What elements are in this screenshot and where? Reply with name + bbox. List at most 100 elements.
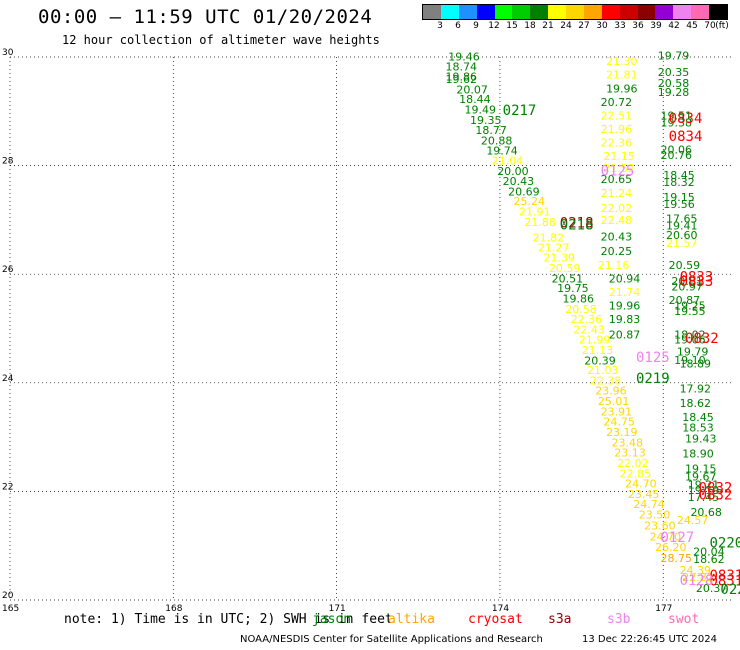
- wave-height-value: 17.92: [680, 383, 712, 396]
- wave-height-value: 21.30: [606, 55, 638, 68]
- legend-swatch: [691, 5, 709, 19]
- track-time-label: 0831: [710, 573, 740, 589]
- wave-height-value: 22.02: [601, 202, 633, 215]
- wave-height-value: 19.35: [470, 114, 502, 127]
- legend-tick-label: 33: [614, 21, 626, 31]
- legend-swatch: [494, 5, 513, 19]
- wave-height-value: 20.06: [661, 144, 693, 157]
- wave-height-value: 21.52: [603, 162, 635, 175]
- wave-height-value: 20.76: [661, 149, 693, 162]
- wave-height-value: 19.86: [445, 70, 477, 83]
- wave-height-value: 19.19: [688, 484, 720, 497]
- wave-height-value: 20.97: [671, 280, 703, 293]
- wave-height-value: 19.21: [688, 479, 720, 492]
- wave-height-value: 20.59: [549, 262, 581, 275]
- legend-swatch: [637, 5, 656, 19]
- wave-height-value: 20.25: [601, 245, 633, 258]
- wave-height-value: 18.62: [680, 397, 712, 410]
- wave-height-value: 19.96: [609, 299, 641, 312]
- wave-height-value: 19.15: [663, 191, 695, 204]
- legend-tick-label: 39: [650, 21, 662, 31]
- track-time-label: 0127: [661, 530, 695, 546]
- wave-height-value: 20.68: [690, 506, 722, 519]
- wave-height-value: 23.48: [612, 436, 644, 449]
- wave-height-value: 22.36: [571, 313, 603, 326]
- wave-height-value: 19.74: [486, 145, 518, 158]
- wave-height-value: 19.56: [663, 198, 695, 211]
- legend-swatch: [566, 5, 584, 19]
- wave-height-value: 23.91: [601, 405, 633, 418]
- lat-tick-label: 22: [2, 482, 13, 492]
- wave-height-value: 21.74: [609, 286, 641, 299]
- wave-height-value: 24.70: [650, 530, 682, 543]
- wave-height-value: 21.16: [598, 259, 630, 272]
- wave-height-value: 19.49: [465, 103, 497, 116]
- wave-height-value: 24.57: [677, 514, 709, 527]
- legend-tick-label: 27: [578, 21, 590, 31]
- legend-tick-label: 12: [488, 21, 500, 31]
- wave-height-value: 22.43: [573, 323, 605, 336]
- track-time-label: 0832: [699, 488, 733, 504]
- wave-height-value: 18.02: [674, 328, 706, 341]
- wave-height-value: 24.39: [680, 564, 712, 577]
- wave-height-value: 21.24: [601, 187, 633, 200]
- wave-height-value: 19.25: [674, 299, 706, 312]
- wave-height-value: 18.74: [445, 61, 477, 74]
- wave-height-value: 21.96: [601, 123, 633, 136]
- wave-height-value: 20.65: [601, 173, 633, 186]
- track-time-label: 0219: [636, 371, 670, 387]
- legend-swatch: [423, 5, 441, 19]
- wave-height-value: 18.77: [475, 124, 507, 137]
- wave-height-value: 23.45: [628, 488, 660, 501]
- wave-height-value: 18.53: [682, 422, 714, 435]
- wave-height-value: 20.81: [671, 275, 703, 288]
- wave-height-value: 19.86: [563, 292, 595, 305]
- wave-height-value: 23.50: [639, 509, 671, 522]
- legend-swatch: [548, 5, 566, 19]
- wave-height-value: 20.59: [669, 259, 701, 272]
- legend-tick-label: 15: [506, 21, 518, 31]
- wave-height-value: 19.38: [661, 117, 693, 130]
- credit-text: NOAA/NESDIS Center for Satellite Applica…: [240, 634, 543, 645]
- wave-height-value: 22.02: [617, 457, 649, 470]
- lon-tick-label: 171: [329, 604, 346, 614]
- legend-swatches: [422, 4, 728, 20]
- wave-height-value: 19.62: [445, 73, 477, 86]
- wave-height-value: 19.83: [609, 313, 641, 326]
- lon-tick-label: 165: [2, 604, 19, 614]
- legend-tick-label: 18: [524, 21, 536, 31]
- legend-swatch: [476, 5, 495, 19]
- legend-tick-label: 36: [632, 21, 644, 31]
- footnote: note: 1) Time is in UTC; 2) SWH is in fe…: [64, 612, 393, 627]
- legend-swatch: [440, 5, 459, 19]
- wave-height-value: 18.44: [459, 93, 491, 106]
- lon-tick-label: 168: [165, 604, 182, 614]
- wave-height-value: 19.79: [677, 346, 709, 359]
- legend-tick-label: 42: [668, 21, 680, 31]
- legend-tick-label: 3: [437, 21, 443, 31]
- track-time-label: 0217: [503, 103, 537, 119]
- wave-height-value: 18.62: [693, 553, 725, 566]
- wave-height-value: 21.27: [538, 241, 570, 254]
- wave-height-value: 20.87: [609, 328, 641, 341]
- track-time-label: 0218: [560, 216, 594, 232]
- wave-height-value: 21.57: [666, 237, 698, 250]
- wave-height-value: 19.46: [448, 50, 480, 63]
- wave-height-value: 20.72: [601, 96, 633, 109]
- legend-swatch: [655, 5, 674, 19]
- legend-swatch: [601, 5, 620, 19]
- wave-height-value: 20.51: [552, 272, 584, 285]
- map-subtitle: 12 hour collection of altimeter wave hei…: [62, 33, 380, 47]
- wave-height-value: 19.55: [674, 305, 706, 318]
- legend-tick-label: 24: [560, 21, 572, 31]
- legend-swatch: [530, 5, 549, 19]
- wave-height-value: 20.39: [584, 354, 616, 367]
- wave-height-value: 22.36: [601, 137, 633, 150]
- wave-height-value: 19.10: [674, 354, 706, 367]
- wave-height-value: 20.43: [601, 231, 633, 244]
- wave-height-value: 23.60: [644, 519, 676, 532]
- wave-height-value: 21.82: [533, 232, 565, 245]
- wave-height-value: 21.99: [579, 334, 611, 347]
- track-time-label: 0832: [699, 480, 733, 496]
- wave-height-value: 20.43: [503, 175, 535, 188]
